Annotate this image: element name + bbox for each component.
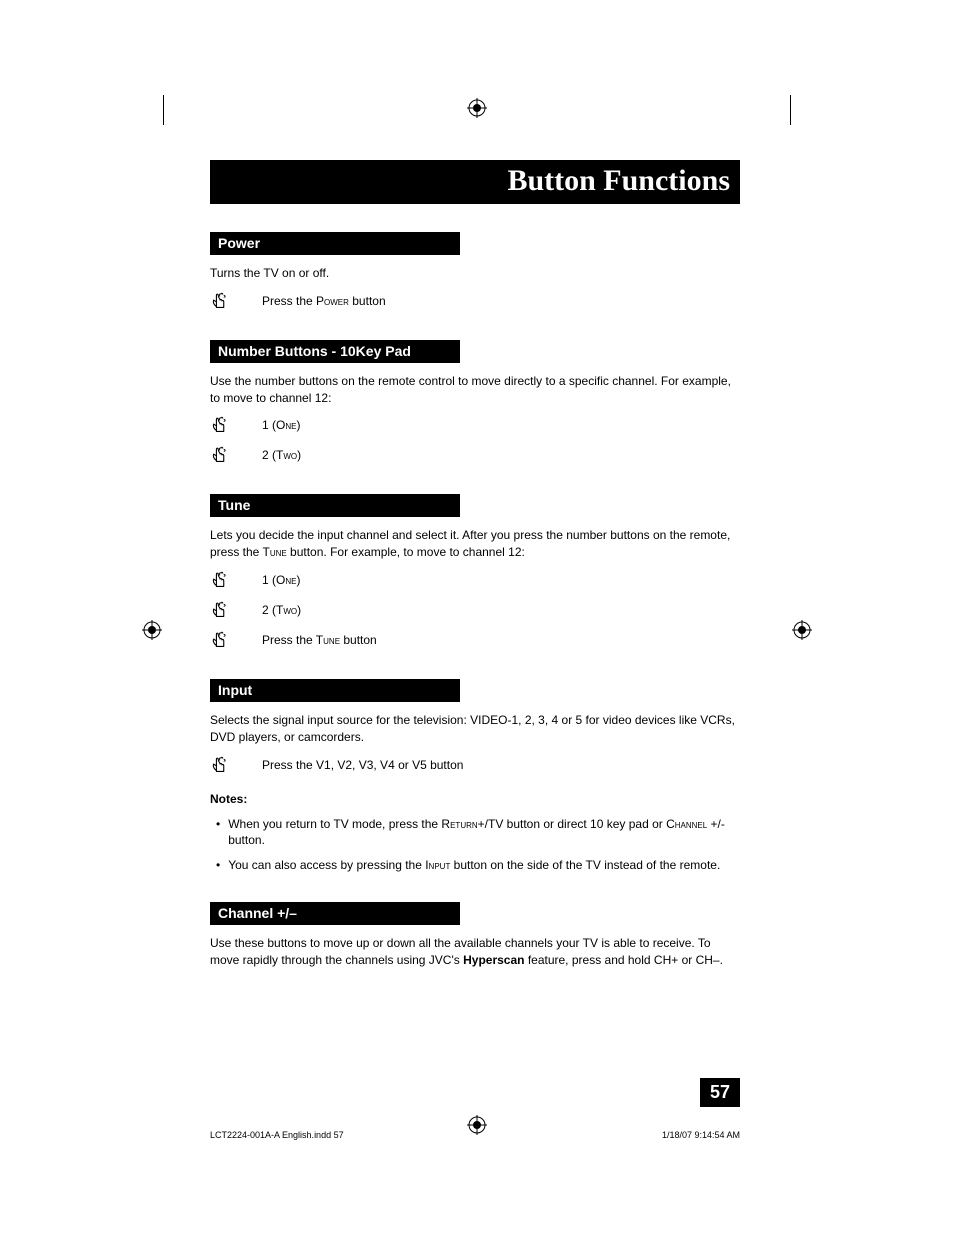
registration-mark-left — [142, 620, 162, 640]
crop-mark — [163, 95, 164, 125]
step-row: Press the V1, V2, V3, V4 or V5 button — [210, 754, 740, 776]
step-text: 1 (One) — [262, 573, 300, 587]
note-bullet: • You can also access by pressing the In… — [210, 857, 740, 874]
step-row: Press the Tune button — [210, 629, 740, 651]
note-bullet: • When you return to TV mode, press the … — [210, 816, 740, 850]
step-text: Press the V1, V2, V3, V4 or V5 button — [262, 758, 463, 772]
press-icon — [210, 569, 232, 591]
channel-intro: Use these buttons to move up or down all… — [210, 935, 740, 969]
section-power: Power Turns the TV on or off. Press the … — [210, 232, 740, 312]
step-text: Press the Tune button — [262, 633, 377, 647]
press-icon — [210, 414, 232, 436]
section-header-input: Input — [210, 679, 460, 702]
section-header-channel: Channel +/– — [210, 902, 460, 925]
step-row: 1 (One) — [210, 569, 740, 591]
registration-mark-top — [467, 98, 487, 118]
press-icon — [210, 290, 232, 312]
step-row: 2 (Two) — [210, 599, 740, 621]
step-row: Press the Power button — [210, 290, 740, 312]
number-intro: Use the number buttons on the remote con… — [210, 373, 740, 407]
input-intro: Selects the signal input source for the … — [210, 712, 740, 746]
press-icon — [210, 599, 232, 621]
step-text: 2 (Two) — [262, 603, 301, 617]
tune-intro: Lets you decide the input channel and se… — [210, 527, 740, 561]
section-header-power: Power — [210, 232, 460, 255]
section-tune: Tune Lets you decide the input channel a… — [210, 494, 740, 651]
section-header-tune: Tune — [210, 494, 460, 517]
page-title: Button Functions — [210, 160, 740, 204]
step-text: Press the Power button — [262, 294, 386, 308]
note-text: When you return to TV mode, press the Re… — [228, 816, 740, 850]
footer-right: 1/18/07 9:14:54 AM — [662, 1130, 740, 1140]
section-channel: Channel +/– Use these buttons to move up… — [210, 902, 740, 969]
notes-heading: Notes: — [210, 792, 740, 806]
footer-left: LCT2224-001A-A English.indd 57 — [210, 1130, 344, 1140]
bullet-icon: • — [216, 857, 220, 874]
crop-mark — [790, 95, 791, 125]
section-header-number: Number Buttons - 10Key Pad — [210, 340, 460, 363]
page-number: 57 — [700, 1078, 740, 1107]
step-text: 1 (One) — [262, 418, 300, 432]
step-text: 2 (Two) — [262, 448, 301, 462]
press-icon — [210, 629, 232, 651]
registration-mark-right — [792, 620, 812, 640]
note-text: You can also access by pressing the Inpu… — [228, 857, 720, 874]
power-intro: Turns the TV on or off. — [210, 265, 740, 282]
page-content: Button Functions Power Turns the TV on o… — [210, 160, 740, 997]
section-number-buttons: Number Buttons - 10Key Pad Use the numbe… — [210, 340, 740, 467]
press-icon — [210, 444, 232, 466]
press-icon — [210, 754, 232, 776]
section-input: Input Selects the signal input source fo… — [210, 679, 740, 874]
bullet-icon: • — [216, 816, 220, 850]
step-row: 2 (Two) — [210, 444, 740, 466]
step-row: 1 (One) — [210, 414, 740, 436]
footer: LCT2224-001A-A English.indd 57 1/18/07 9… — [210, 1130, 740, 1140]
